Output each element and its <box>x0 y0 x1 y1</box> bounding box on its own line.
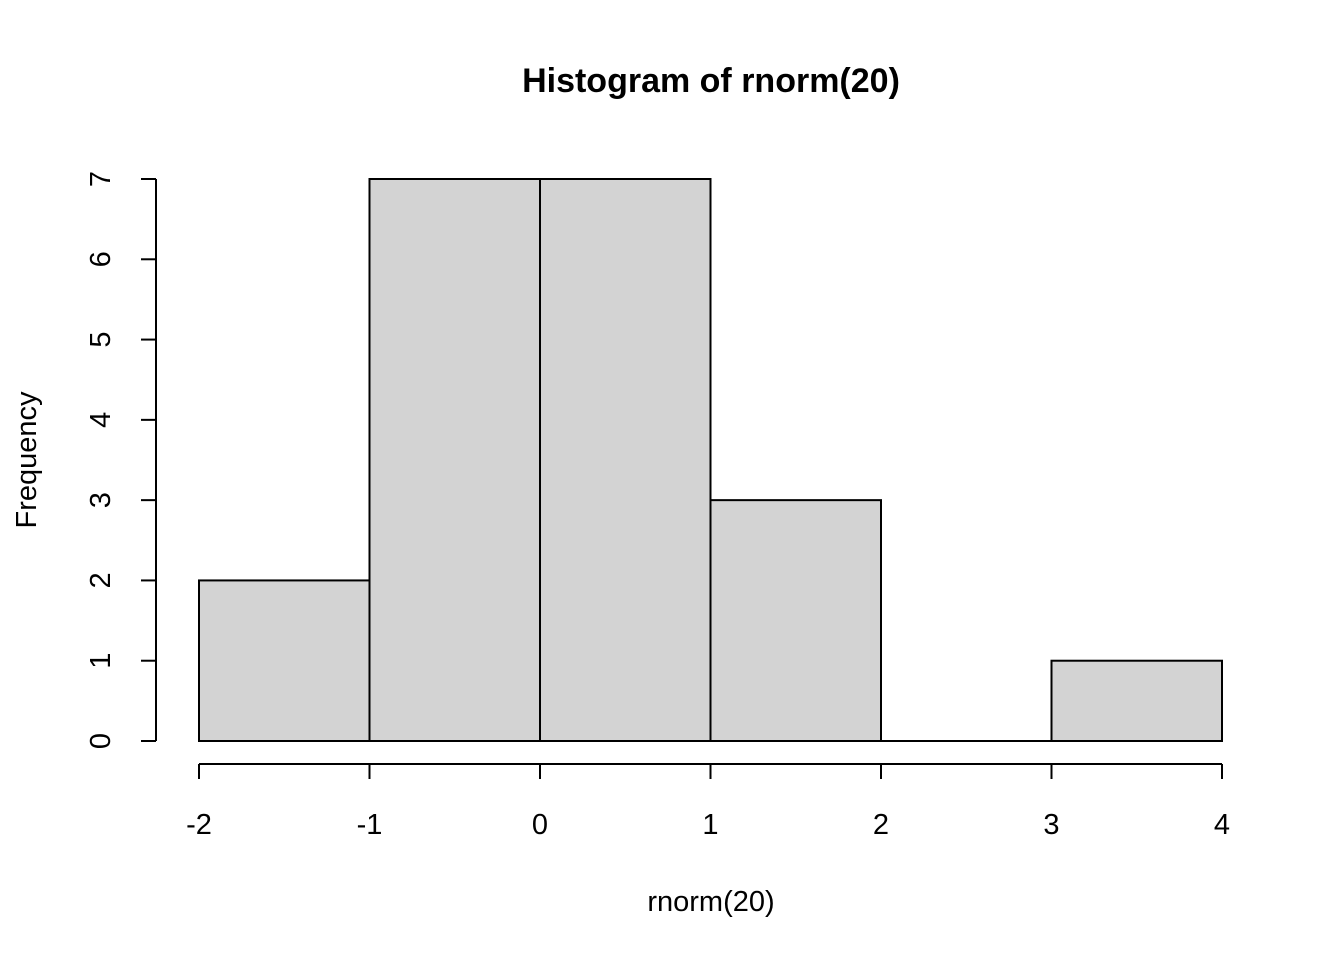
x-tick-label-6: 4 <box>1214 809 1230 841</box>
y-tick-label-3: 3 <box>85 492 117 508</box>
histogram-bar-3 <box>709 499 882 742</box>
x-tick-label-4: 2 <box>873 809 889 841</box>
y-tick-label-2: 2 <box>85 572 117 588</box>
histogram-bar-5 <box>1050 659 1223 743</box>
histogram-bar-2 <box>539 178 712 742</box>
y-axis-label: Frequency <box>11 391 43 529</box>
histogram-bar-0 <box>198 579 371 743</box>
x-tick-label-1: -1 <box>357 809 383 841</box>
y-tick-label-4: 4 <box>85 412 117 428</box>
y-tick-label-0: 0 <box>85 733 117 749</box>
chart-title: Histogram of rnorm(20) <box>522 62 900 100</box>
bars-group <box>198 178 1223 743</box>
x-tick-label-2: 0 <box>532 809 548 841</box>
x-tick-label-5: 3 <box>1043 809 1059 841</box>
x-tick-label-0: -2 <box>186 809 212 841</box>
y-tick-label-1: 1 <box>85 653 117 669</box>
y-tick-label-7: 7 <box>85 171 117 187</box>
x-axis-label: rnorm(20) <box>647 886 774 918</box>
y-tick-label-5: 5 <box>85 332 117 348</box>
x-axis: -2 -1 0 1 2 3 4 <box>186 763 1230 841</box>
histogram-bar-1 <box>368 178 541 742</box>
x-tick-label-3: 1 <box>702 809 718 841</box>
y-axis: 0 1 2 3 4 5 6 7 <box>85 171 157 749</box>
y-tick-label-6: 6 <box>85 251 117 267</box>
